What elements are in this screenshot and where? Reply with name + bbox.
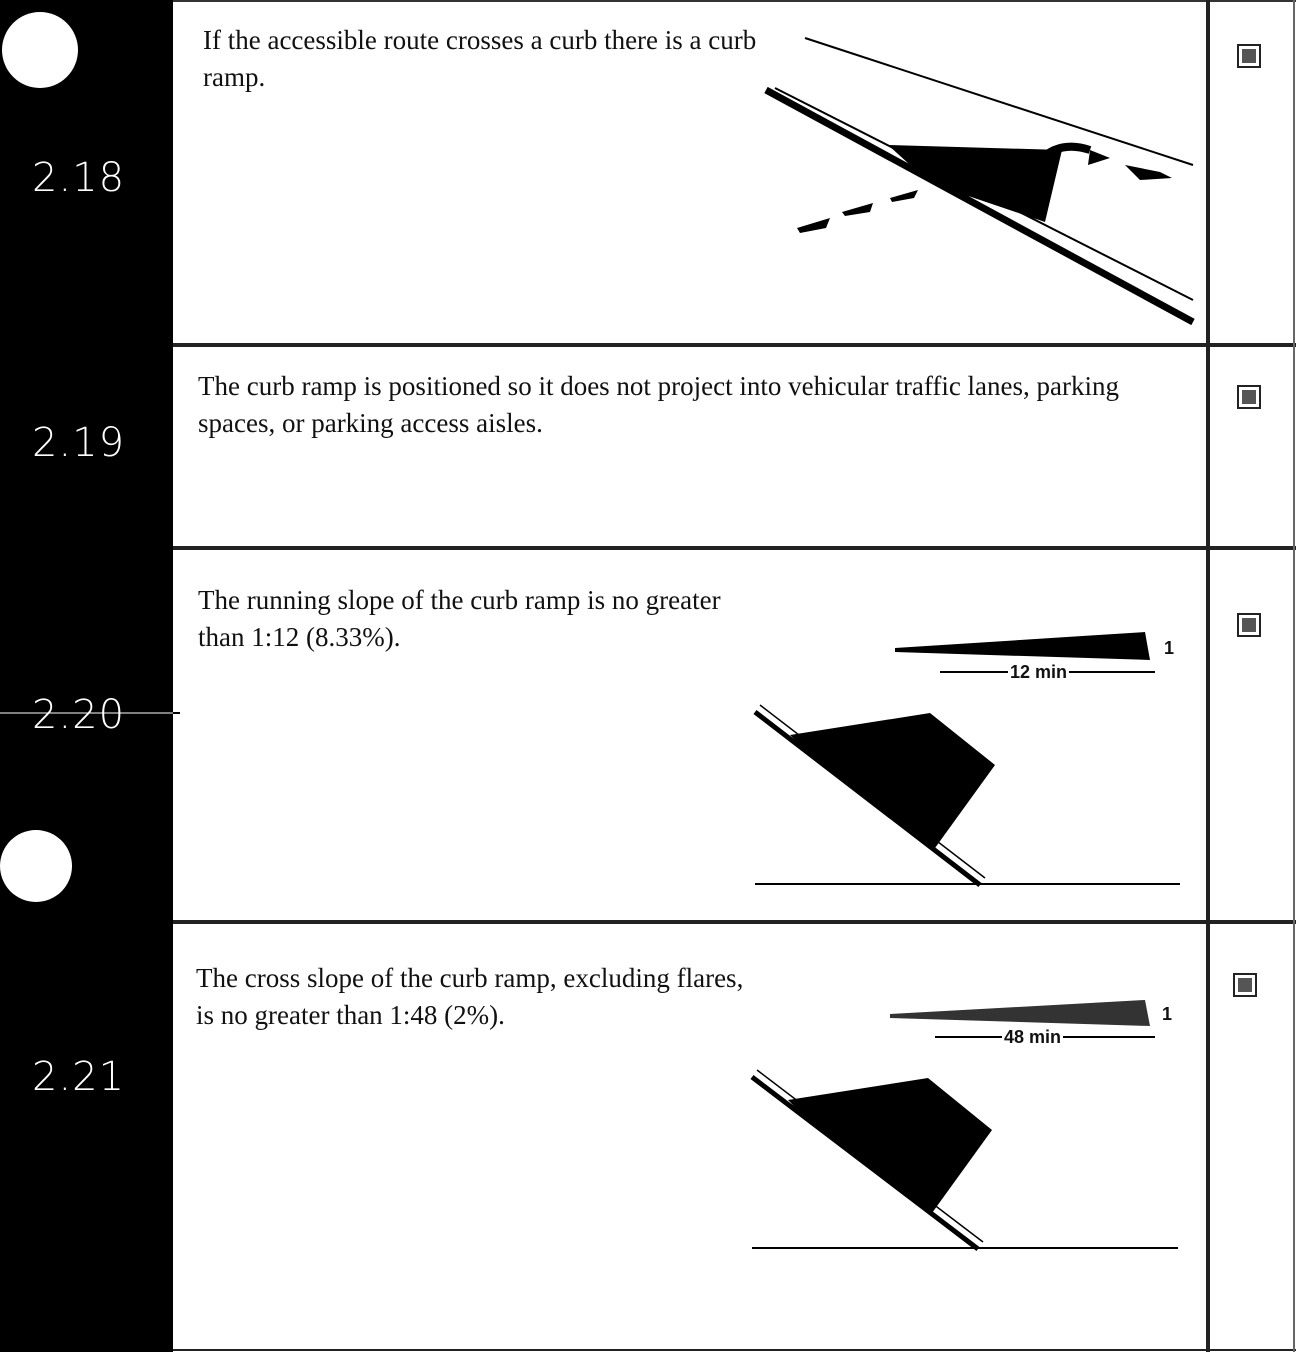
item-text: The running slope of the curb ramp is no… [198, 582, 758, 656]
page: 2.18 2.19 2.20 2.21 If the accessible ro… [0, 0, 1296, 1352]
item-number: 2.18 [32, 155, 125, 201]
item-text: If the accessible route crosses a curb t… [203, 22, 763, 96]
item-text: The cross slope of the curb ramp, exclud… [196, 960, 756, 1034]
item-number: 2.20 [32, 692, 125, 738]
item-text: The curb ramp is positioned so it does n… [198, 368, 1198, 442]
rise-label: 1 [1162, 1004, 1172, 1025]
rise-label: 1 [1164, 638, 1174, 659]
item-number: 2.19 [32, 420, 125, 466]
run-label: 12 min [1008, 662, 1069, 683]
item-number: 2.21 [32, 1054, 125, 1100]
layout-drawing [0, 0, 1296, 1352]
run-label: 48 min [1002, 1027, 1063, 1048]
